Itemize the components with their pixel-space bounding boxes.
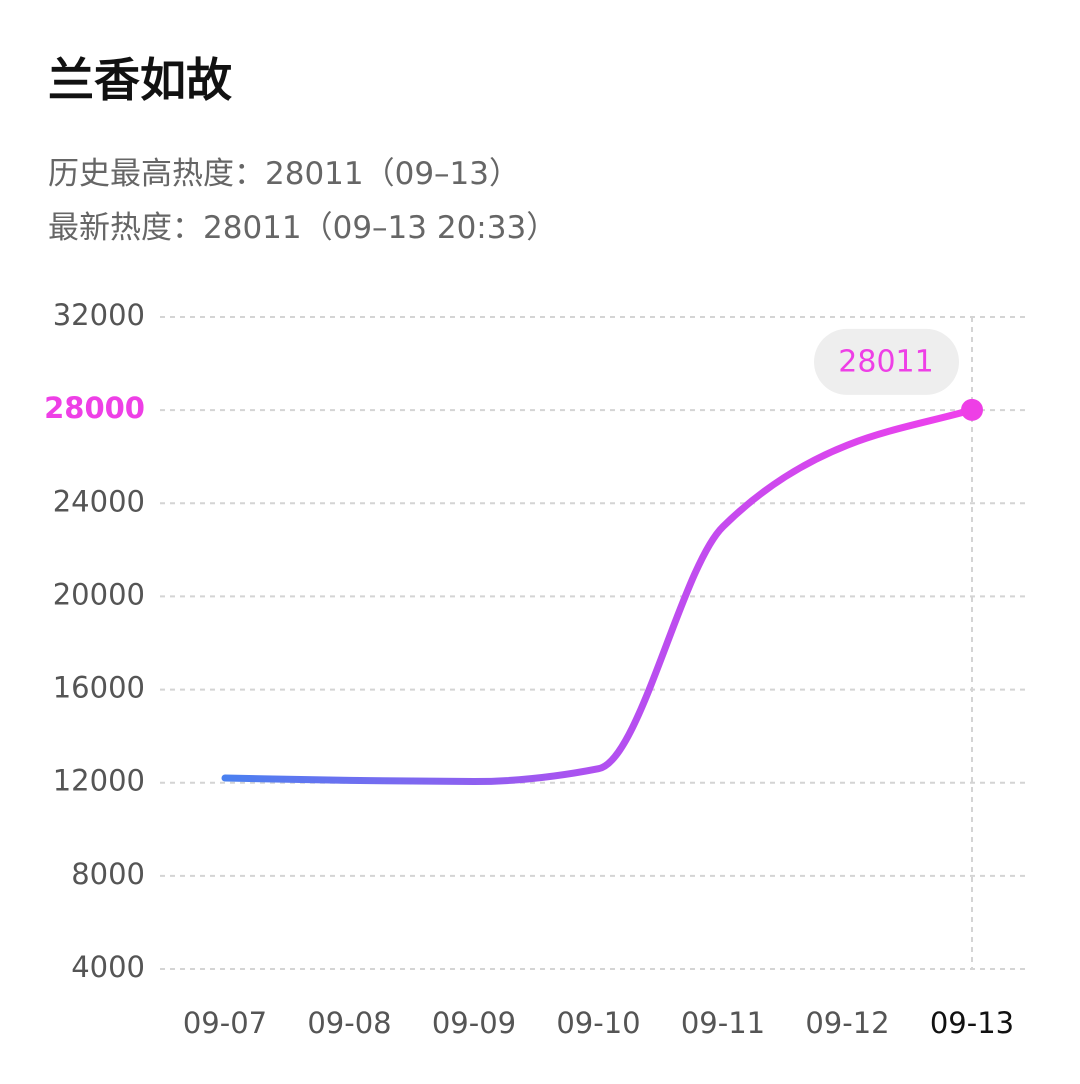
y-tick-label: 4000 [71, 950, 145, 984]
y-tick-label: 16000 [53, 671, 145, 705]
peak-heat: 历史最高热度：28011（09–13） [48, 156, 521, 192]
x-tick-label: 09-10 [556, 1006, 640, 1040]
label-pill [814, 328, 959, 395]
y-tick-label: 28000 [44, 391, 145, 425]
x-tick-label: 09-13 [930, 1006, 1014, 1040]
y-tick-label: 12000 [53, 764, 145, 798]
y-tick-label: 32000 [53, 298, 145, 332]
y-tick-label: 20000 [53, 577, 145, 611]
y-tick-label: 24000 [53, 484, 145, 518]
title: 兰香如故 [48, 53, 232, 107]
end-point [961, 398, 983, 421]
y-tick-label: 8000 [71, 857, 145, 891]
x-tick-label: 09-09 [432, 1006, 516, 1040]
x-tick-label: 09-11 [681, 1006, 765, 1040]
x-tick-label: 09-07 [183, 1006, 267, 1040]
line [221, 406, 976, 786]
data-label: 28011 [838, 344, 933, 379]
x-tick-label: 09-12 [805, 1006, 889, 1040]
latest-heat: 最新热度：28011（09–13 20:33） [48, 210, 558, 246]
x-tick-label: 09-08 [307, 1006, 391, 1040]
